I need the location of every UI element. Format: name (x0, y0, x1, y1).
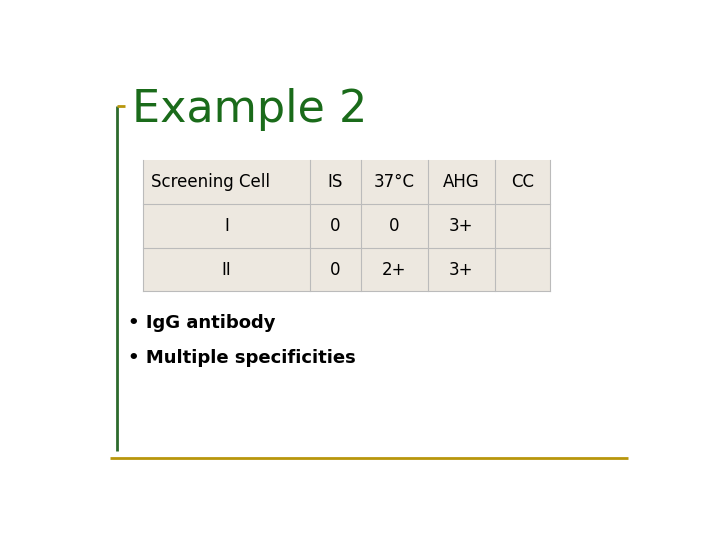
Bar (310, 204, 361, 248)
Text: • Multiple specificities: • Multiple specificities (128, 349, 356, 367)
Bar (361, 248, 428, 292)
Text: 37°C: 37°C (374, 173, 415, 191)
Text: 2+: 2+ (382, 261, 406, 279)
Bar (428, 204, 495, 248)
Text: II: II (222, 261, 232, 279)
Text: IS: IS (328, 173, 343, 191)
Bar (143, 204, 310, 248)
Text: • IgG antibody: • IgG antibody (128, 314, 276, 332)
Text: 0: 0 (389, 217, 400, 235)
Text: AHG: AHG (443, 173, 480, 191)
Text: 3+: 3+ (449, 217, 473, 235)
Bar (361, 204, 428, 248)
Bar (310, 160, 361, 204)
Bar (428, 248, 495, 292)
Bar (495, 248, 550, 292)
Bar (361, 160, 428, 204)
Bar (143, 160, 310, 204)
Text: CC: CC (511, 173, 534, 191)
Bar (495, 160, 550, 204)
Text: Example 2: Example 2 (132, 89, 367, 131)
Bar (428, 160, 495, 204)
Text: 3+: 3+ (449, 261, 473, 279)
Text: I: I (224, 217, 229, 235)
Bar (143, 248, 310, 292)
Bar (143, 160, 550, 292)
Bar (310, 248, 361, 292)
Text: Screening Cell: Screening Cell (151, 173, 271, 191)
Bar (495, 204, 550, 248)
Text: 0: 0 (330, 217, 341, 235)
Text: 0: 0 (330, 261, 341, 279)
